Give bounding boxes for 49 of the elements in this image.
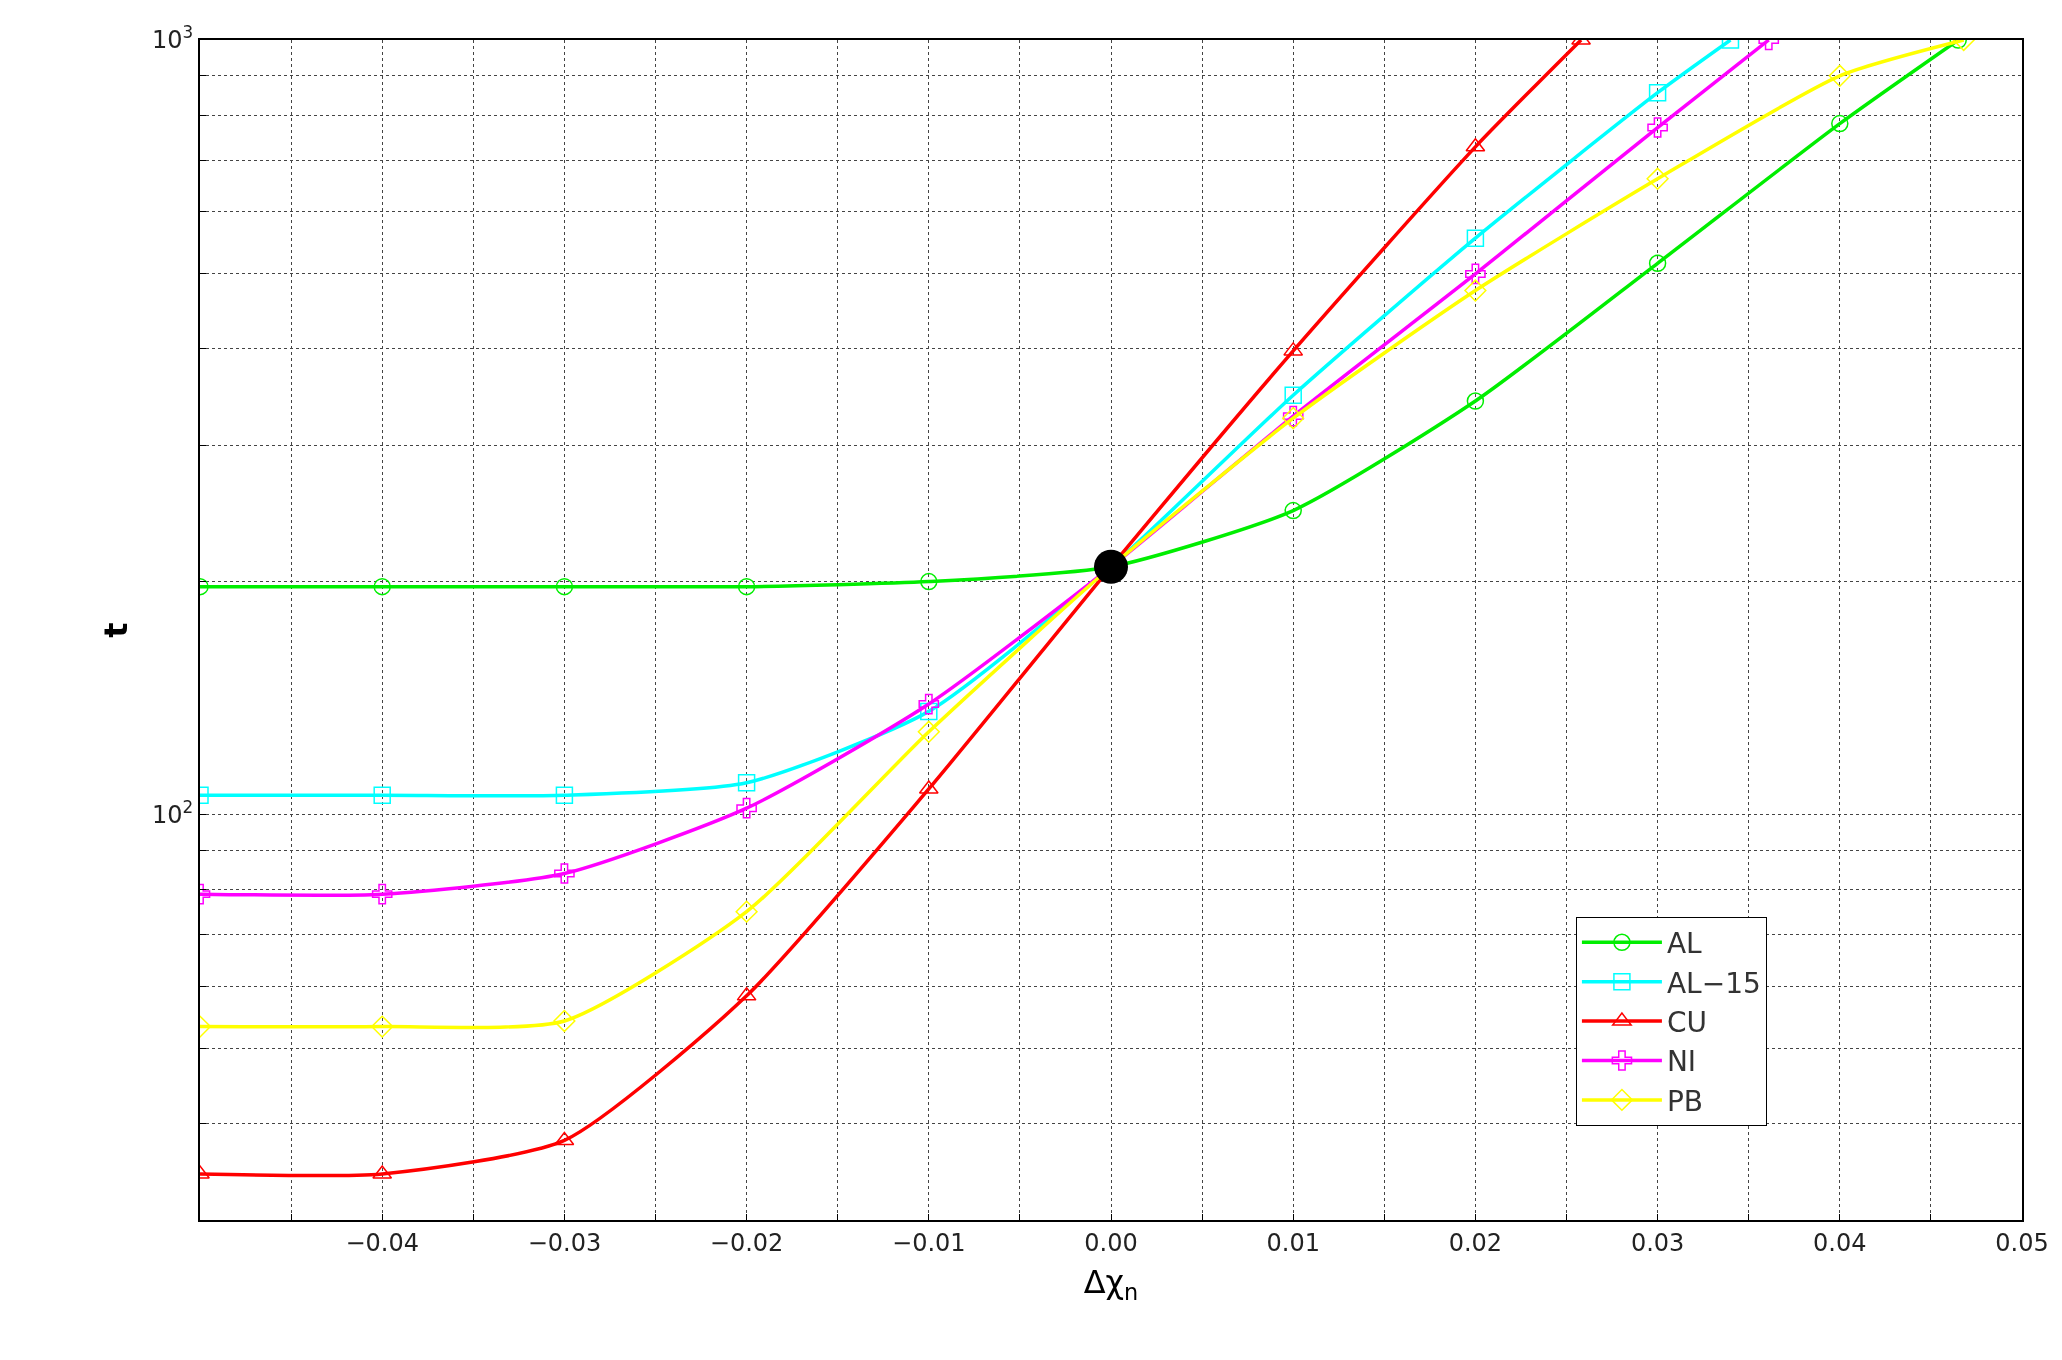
x-tick-label: 0.03 xyxy=(1630,1228,1685,1257)
legend-label: CU xyxy=(1666,1006,1707,1040)
point xyxy=(1831,114,1849,133)
legend-label: NI xyxy=(1666,1045,1697,1079)
point xyxy=(554,1131,575,1146)
point xyxy=(920,572,938,591)
x-axis-title: Δχ$_{n}$ xyxy=(1083,1263,1139,1305)
x-tick-label: −0.04 xyxy=(345,1228,419,1257)
y-axis-title: t xyxy=(96,622,135,638)
x-tick-label: 0.00 xyxy=(1084,1228,1138,1257)
point xyxy=(737,577,756,596)
point xyxy=(555,577,574,596)
point xyxy=(371,883,393,905)
point xyxy=(1284,501,1302,520)
point xyxy=(1646,167,1669,190)
point xyxy=(1094,549,1128,584)
point xyxy=(917,720,940,743)
x-tick-label: 0.05 xyxy=(1995,1228,2049,1257)
point xyxy=(735,900,758,923)
point xyxy=(373,786,391,804)
legend-label: AL xyxy=(1666,927,1703,961)
point xyxy=(1648,83,1667,102)
point xyxy=(918,693,940,715)
point xyxy=(373,577,391,596)
x-tick-label: −0.01 xyxy=(892,1228,966,1257)
x-tick-label: 0.01 xyxy=(1266,1228,1320,1257)
point xyxy=(554,863,575,884)
point xyxy=(736,797,757,819)
x-tick-label: −0.02 xyxy=(709,1228,784,1257)
point xyxy=(555,786,574,804)
legend-label: PB xyxy=(1666,1084,1704,1118)
y-tick-label: 10$^{2}$ xyxy=(151,797,194,830)
point xyxy=(1284,386,1302,404)
point xyxy=(1648,254,1667,273)
point xyxy=(553,1009,576,1033)
point xyxy=(1464,279,1487,302)
point xyxy=(1466,229,1485,247)
point xyxy=(1466,392,1485,410)
x-tick-label: 0.04 xyxy=(1813,1228,1867,1257)
y-tick-label: 10$^{3}$ xyxy=(151,22,194,55)
point xyxy=(1647,117,1668,138)
legend-label: AL−15 xyxy=(1666,966,1761,1000)
point xyxy=(1465,263,1486,285)
point xyxy=(737,774,756,792)
point xyxy=(920,702,938,721)
point xyxy=(371,1015,394,1038)
x-tick-label: −0.03 xyxy=(527,1228,602,1257)
point xyxy=(1828,64,1851,87)
x-tick-label: 0.02 xyxy=(1448,1228,1503,1257)
